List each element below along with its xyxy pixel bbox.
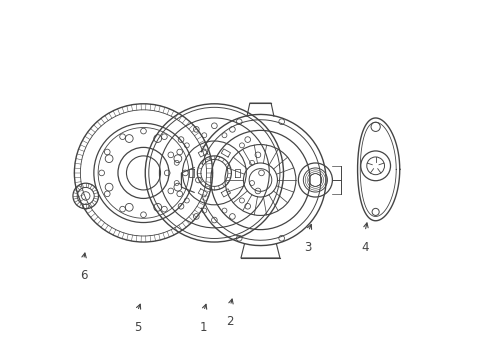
Text: 1: 1 (200, 321, 207, 334)
Text: 4: 4 (361, 241, 368, 254)
Text: 3: 3 (304, 241, 311, 254)
Text: 5: 5 (134, 321, 141, 334)
Text: 6: 6 (80, 269, 87, 282)
Text: 2: 2 (226, 315, 234, 328)
